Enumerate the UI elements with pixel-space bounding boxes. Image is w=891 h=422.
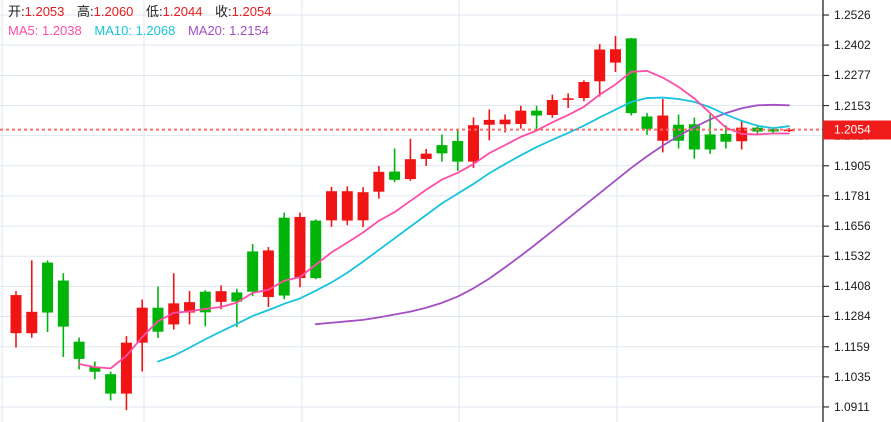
price-axis-tick: 1.1159 [834,339,870,354]
candle-series [10,35,795,411]
vertical-gridlines [1,0,618,422]
price-axis-tick: 1.2526 [834,8,871,23]
price-axis-tick: 1.1284 [834,309,871,324]
price-axis-tick: 1.1408 [834,279,871,294]
price-axis-tick: 1.1781 [834,188,871,203]
current-price-badge: 1.2054 [823,120,891,140]
price-axis-tick: 1.1905 [834,158,871,173]
price-axis-tick: 1.0911 [834,399,870,414]
price-axis-tick: 1.1532 [834,249,871,264]
price-axis-tick: 1.2277 [834,68,871,83]
price-axis-tick: 1.1035 [834,369,871,384]
price-axis-tick: 1.2153 [834,98,871,113]
price-axis-tick: 1.2402 [834,38,871,53]
price-axis-tick: 1.1656 [834,219,871,234]
moving-average-lines [78,69,790,370]
price-axis-labels: 1.25261.24021.22771.21531.20291.19051.17… [823,0,891,422]
